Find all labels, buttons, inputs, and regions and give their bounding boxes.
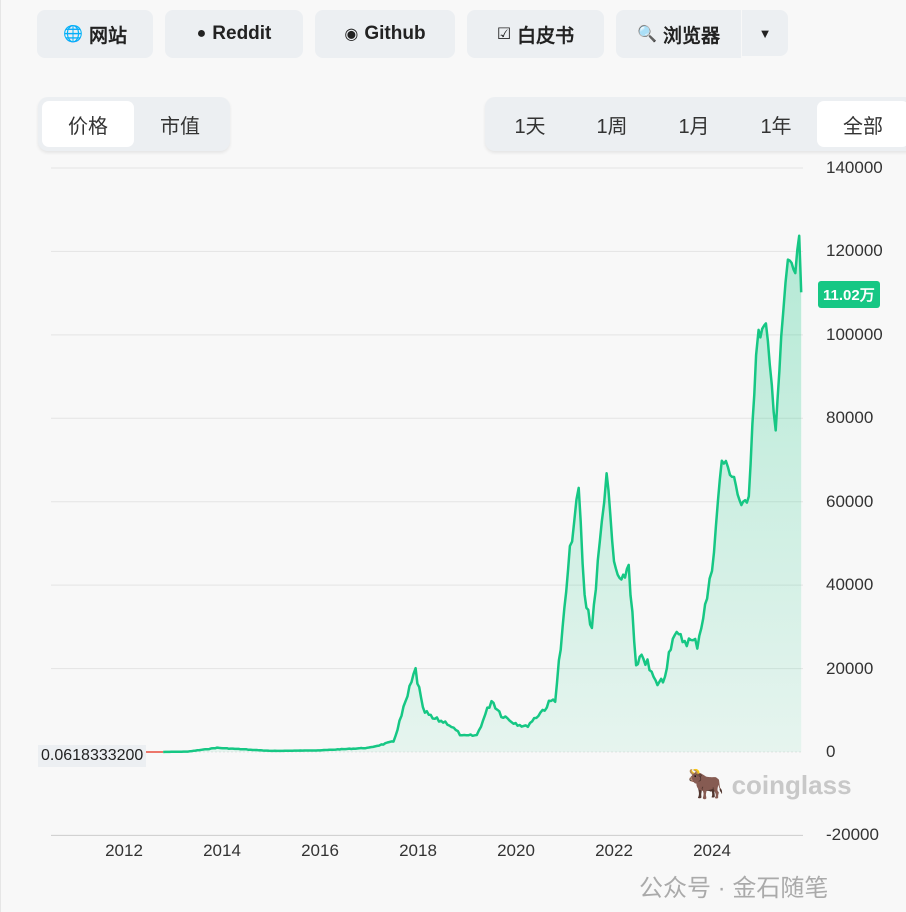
y-tick-label: 0 [826, 742, 836, 761]
tab-market-cap[interactable]: 市值 [160, 115, 200, 138]
link-button-explorer[interactable]: 🔍 浏览器 [616, 10, 741, 58]
github-icon: ◉ [344, 26, 359, 43]
y-tick-label: 80000 [826, 408, 874, 428]
tab-1m[interactable]: 1月 [678, 115, 710, 138]
y-tick-label: 20000 [826, 658, 874, 678]
current-price-badge: 11.02万 [818, 281, 880, 308]
link-label: 浏览器 [662, 25, 720, 47]
y-tick-label: 60000 [826, 491, 874, 511]
metric-toggle: 价格 市值 [38, 97, 230, 151]
x-tick-label: 2018 [399, 841, 437, 860]
price-area [163, 235, 802, 753]
bull-logo-icon: 🐂 [687, 768, 725, 801]
x-tick-label: 2024 [693, 841, 731, 860]
caret-down-icon: ▼ [758, 25, 772, 41]
document-check-icon: ☑ [496, 26, 512, 43]
price-line [163, 234, 803, 754]
globe-icon: 🌐 [63, 26, 83, 43]
explorer-dropdown-button[interactable]: ▼ [742, 10, 788, 56]
y-tick-label: -20000 [826, 825, 879, 845]
link-button-github[interactable]: ◉ Github [315, 10, 455, 58]
tab-price[interactable]: 价格 [42, 101, 134, 147]
tab-1y[interactable]: 1年 [760, 115, 792, 138]
coinglass-watermark: 🐂 coinglass [687, 767, 852, 802]
y-tick-label: 40000 [826, 575, 874, 595]
watermark-text: coinglass [731, 770, 852, 800]
link-button-whitepaper[interactable]: ☑ 白皮书 [467, 10, 604, 58]
x-tick-label: 2016 [301, 841, 339, 860]
search-globe-icon: 🔍 [637, 26, 657, 43]
x-tick-label: 2014 [203, 841, 241, 860]
link-button-website[interactable]: 🌐 网站 [37, 10, 153, 58]
tab-1w[interactable]: 1周 [596, 115, 628, 138]
y-tick-label: 140000 [826, 158, 883, 177]
x-tick-label: 2020 [497, 841, 535, 860]
tab-all[interactable]: 全部 [817, 101, 906, 147]
reddit-icon: ● [196, 25, 207, 42]
tab-1d[interactable]: 1天 [514, 115, 546, 138]
y-tick-label: 120000 [826, 241, 883, 261]
link-label: 网站 [88, 25, 127, 47]
link-button-reddit[interactable]: ● Reddit [165, 10, 303, 58]
link-label: 白皮书 [517, 25, 575, 47]
link-label: Reddit [212, 23, 272, 44]
start-price-label: 0.0618333200 [38, 745, 147, 767]
link-label: Github [364, 23, 426, 44]
price-chart[interactable] [1, 150, 906, 850]
range-toggle: 1天 1周 1月 1年 全部 [485, 97, 906, 151]
y-tick-label: 100000 [826, 324, 883, 344]
wechat-watermark: 公众号 · 金石随笔 [639, 875, 829, 902]
x-tick-label: 2012 [105, 841, 143, 860]
x-tick-label: 2022 [595, 841, 633, 860]
